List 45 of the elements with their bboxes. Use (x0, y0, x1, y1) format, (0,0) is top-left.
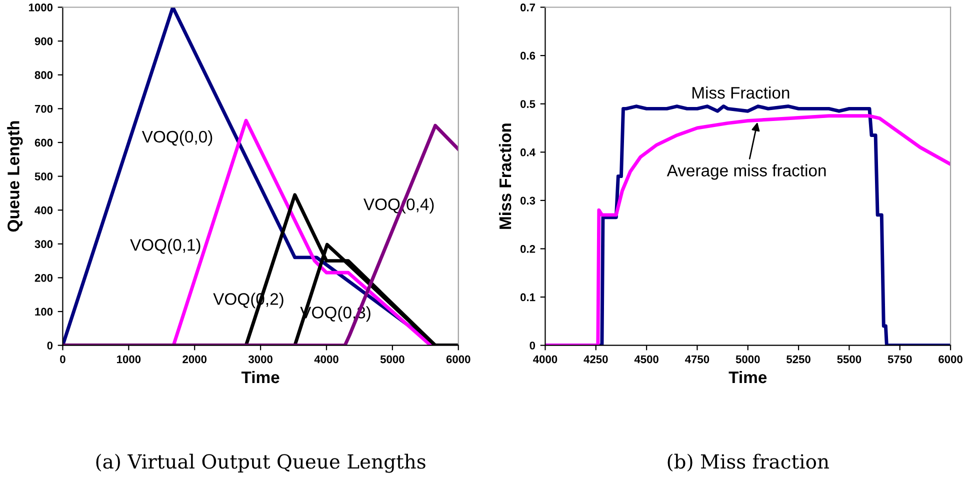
x-tick-label: 5500 (837, 355, 862, 364)
x-tick-label: 6000 (446, 355, 470, 364)
x-tick-label: 5000 (736, 355, 760, 364)
y-tick-label: 200 (34, 274, 53, 282)
x-tick-label: 5250 (786, 355, 810, 364)
x-axis-title: Time (728, 370, 767, 384)
x-tick-label: 3000 (248, 355, 272, 364)
series-label: Average miss fraction (666, 164, 826, 180)
y-tick-label: 900 (34, 37, 53, 46)
y-axis-title: Miss Fraction (498, 124, 512, 229)
y-tick-label: 0.4 (520, 148, 536, 156)
y-tick-label: 1000 (28, 4, 53, 12)
series-label: Miss Fraction (692, 86, 790, 99)
x-tick-label: 5000 (380, 355, 404, 364)
y-tick-label: 0.3 (520, 196, 536, 205)
x-tick-label: 6000 (938, 355, 962, 364)
x-tick-label: 4000 (314, 355, 338, 364)
y-tick-label: 400 (34, 206, 53, 214)
y-tick-label: 300 (34, 240, 53, 248)
text: (a) Virtual Output Queue Lengths (96, 454, 426, 473)
series-label: VOQ(0,1) (130, 238, 200, 254)
y-tick-label: 100 (35, 308, 53, 316)
y-tick-label: 0 (47, 342, 53, 350)
y-tick-label: 700 (34, 104, 53, 113)
x-tick-label: 4250 (584, 355, 608, 364)
y-tick-label: 500 (34, 172, 53, 180)
y-tick-label: 600 (34, 138, 53, 147)
y-axis-title: Queue Length (7, 121, 23, 232)
x-tick-label: 0 (60, 355, 66, 364)
x-tick-label: 4500 (634, 355, 658, 364)
y-tick-label: 0.2 (520, 245, 536, 253)
x-tick-label: 1000 (117, 355, 141, 364)
y-tick-label: 800 (34, 71, 53, 79)
y-tick-label: 0.6 (520, 52, 536, 60)
y-tick-label: 0 (530, 342, 536, 350)
x-tick-label: 4000 (533, 355, 558, 364)
y-tick-label: 0.7 (520, 4, 536, 12)
y-tick-label: 0.5 (520, 100, 536, 108)
y-tick-label: 0.1 (520, 293, 536, 302)
x-tick-label: 2000 (182, 355, 207, 364)
x-tick-label: 5750 (888, 355, 912, 364)
text: (b) Miss fraction (668, 454, 829, 472)
x-axis-title: Time (241, 370, 280, 384)
x-tick-label: 4750 (685, 355, 710, 364)
series-label: VOQ(0,0) (142, 130, 212, 146)
